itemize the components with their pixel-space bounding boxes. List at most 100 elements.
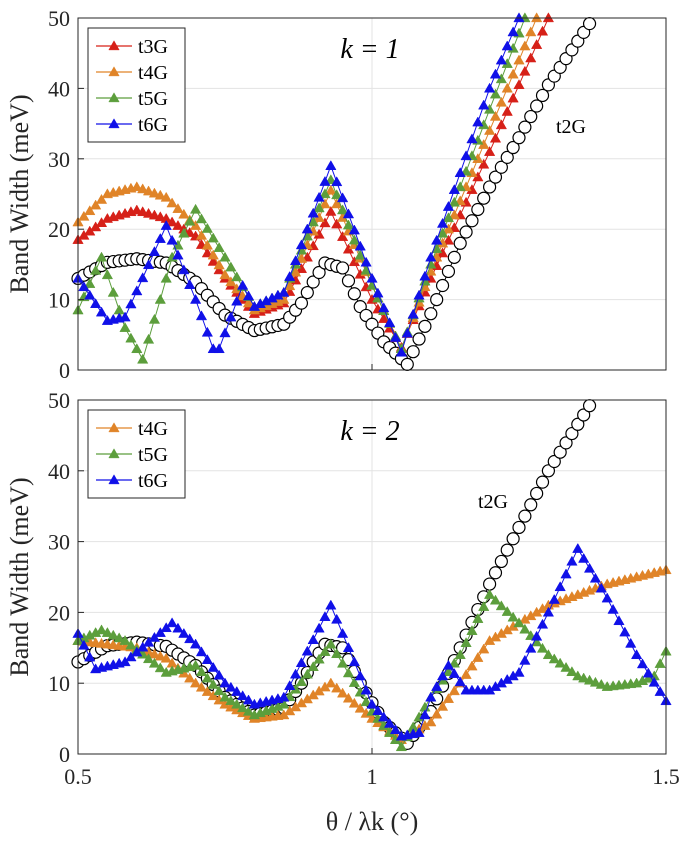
data-point-t4g bbox=[195, 229, 208, 240]
data-point-t2g bbox=[435, 278, 450, 293]
data-point-t2g bbox=[506, 532, 520, 546]
data-point-t6g bbox=[442, 200, 455, 211]
data-point-t6g bbox=[419, 270, 431, 281]
data-point-t5g bbox=[107, 286, 119, 297]
data-point-t4g bbox=[495, 96, 507, 107]
y-tick-label: 30 bbox=[48, 147, 70, 172]
data-point-t6g bbox=[366, 698, 378, 709]
data-point-t4g bbox=[201, 239, 213, 250]
data-point-t4g bbox=[501, 82, 513, 93]
data-point-t5g bbox=[654, 658, 666, 668]
data-point-t5g bbox=[195, 213, 208, 224]
series-line-t6g bbox=[77, 17, 520, 354]
data-point-t5g bbox=[101, 627, 114, 637]
data-point-t6g bbox=[178, 627, 190, 638]
data-point-t2g bbox=[447, 250, 461, 264]
data-point-t5g bbox=[101, 269, 114, 280]
data-point-t4g bbox=[319, 198, 331, 209]
legend-label: t4G bbox=[138, 62, 168, 84]
data-point-t3g bbox=[495, 119, 507, 130]
data-point-t6g bbox=[542, 606, 555, 617]
data-point-t6g bbox=[336, 627, 349, 638]
data-point-t5g bbox=[583, 674, 596, 685]
data-point-t6g bbox=[495, 54, 507, 65]
data-point-t3g bbox=[137, 206, 149, 217]
data-point-t6g bbox=[531, 630, 543, 641]
data-point-t6g bbox=[372, 705, 384, 715]
data-point-t5g bbox=[442, 212, 455, 223]
data-point-t6g bbox=[360, 684, 372, 695]
data-point-t4g bbox=[525, 26, 537, 37]
data-point-t6g bbox=[307, 634, 319, 644]
data-point-t6g bbox=[413, 289, 425, 300]
legend-item-t3g: t3G bbox=[96, 36, 168, 58]
data-point-t4g bbox=[331, 682, 343, 693]
data-point-t6g bbox=[607, 603, 619, 614]
data-point-t5g bbox=[442, 666, 455, 677]
data-point-t6g bbox=[366, 272, 378, 283]
data-point-t4g bbox=[84, 205, 96, 216]
data-point-t2g bbox=[512, 131, 526, 145]
data-point-t5g bbox=[295, 676, 308, 687]
data-point-t3g bbox=[478, 158, 490, 169]
data-point-t6g bbox=[354, 240, 366, 251]
series-t6g bbox=[72, 542, 672, 741]
data-point-t4g bbox=[95, 193, 108, 204]
data-point-t5g bbox=[331, 648, 343, 659]
data-point-t5g bbox=[125, 639, 137, 650]
data-point-t6g bbox=[560, 568, 572, 579]
data-point-t6g bbox=[119, 311, 131, 322]
legend-marker bbox=[108, 422, 120, 433]
data-point-t4g bbox=[137, 183, 149, 194]
y-tick-label: 20 bbox=[48, 217, 70, 242]
data-point-t2g bbox=[300, 285, 314, 300]
data-point-t5g bbox=[466, 625, 478, 635]
data-point-t6g bbox=[389, 724, 402, 735]
data-point-t2g bbox=[465, 214, 479, 228]
data-point-t6g bbox=[295, 657, 308, 667]
data-point-t5g bbox=[213, 242, 225, 252]
data-point-t4g bbox=[325, 184, 337, 195]
data-point-t6g bbox=[278, 286, 290, 297]
data-point-t2g bbox=[347, 287, 361, 301]
y-tick-label: 20 bbox=[48, 600, 70, 625]
data-point-t3g bbox=[536, 25, 549, 36]
data-point-t2g bbox=[524, 498, 538, 512]
data-point-t6g bbox=[78, 639, 90, 650]
data-point-t5g bbox=[95, 251, 108, 262]
y-axis-label-top: Band Width (meV) bbox=[5, 94, 34, 293]
data-point-t5g bbox=[178, 227, 190, 238]
x-ticks-top bbox=[77, 364, 667, 370]
series-top bbox=[71, 12, 597, 371]
legend-marker bbox=[108, 40, 120, 51]
data-point-t5g bbox=[154, 293, 166, 304]
data-point-t6g bbox=[78, 281, 90, 292]
data-point-t6g bbox=[466, 133, 478, 144]
data-point-t2g bbox=[494, 554, 508, 569]
data-point-t5g bbox=[207, 232, 219, 243]
legend-marker bbox=[108, 474, 120, 485]
data-point-t2g bbox=[577, 408, 591, 422]
x-axis-label: θ / λk (°) bbox=[326, 807, 419, 836]
data-point-t2g bbox=[412, 332, 426, 346]
data-point-t6g bbox=[372, 287, 384, 298]
legend-top: t3G t4G t5G t6G bbox=[87, 27, 186, 143]
data-point-t2g bbox=[453, 236, 467, 250]
data-point-t6g bbox=[348, 224, 360, 235]
data-point-t5g bbox=[219, 691, 231, 702]
data-point-t6g bbox=[231, 685, 243, 696]
data-point-t2g bbox=[306, 275, 320, 289]
data-point-t5g bbox=[95, 624, 108, 635]
bottom-panel: 0 10 20 30 40 50 0.5 1 1.5 Band Width (meV) k =… bbox=[5, 388, 680, 836]
data-point-t6g bbox=[84, 651, 96, 662]
data-point-t6g bbox=[142, 636, 155, 647]
legend-marker bbox=[108, 66, 120, 77]
data-point-t6g bbox=[419, 709, 431, 720]
data-point-t4g bbox=[325, 677, 337, 688]
data-point-t6g bbox=[513, 12, 525, 23]
legend-item-t4g: t4G bbox=[96, 418, 168, 440]
data-point-t6g bbox=[407, 308, 419, 319]
data-point-t5g bbox=[137, 353, 149, 364]
data-point-t5g bbox=[319, 646, 331, 656]
